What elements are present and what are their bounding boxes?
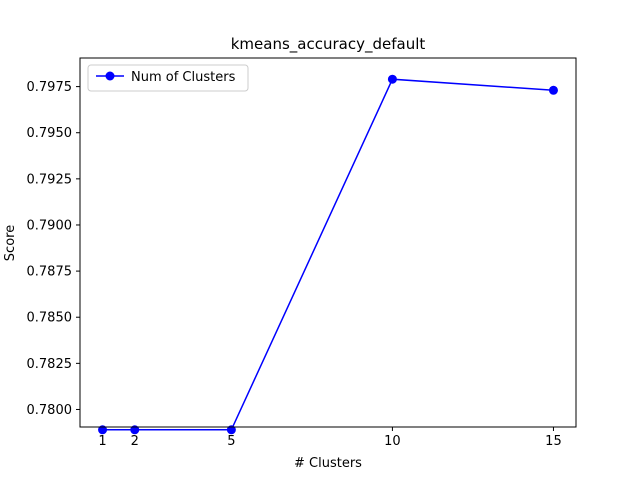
y-tick-label: 0.7950 [27, 126, 73, 141]
legend-label: Num of Clusters [131, 70, 236, 85]
x-tick-label: 15 [545, 434, 562, 449]
y-tick-label: 0.7875 [27, 265, 73, 280]
plot-frame [79, 57, 577, 428]
chart-title: kmeans_accuracy_default [231, 35, 426, 54]
legend: Num of Clusters [87, 64, 249, 92]
x-tick-label: 5 [227, 434, 235, 449]
x-axis: 1 2 5 10 15 [98, 427, 562, 449]
y-tick-label: 0.7900 [27, 218, 73, 233]
y-tick-label: 0.7975 [27, 80, 73, 95]
y-tick-label: 0.7925 [27, 172, 73, 187]
y-tick-label: 0.7800 [27, 403, 73, 418]
data-point [98, 425, 108, 435]
series-layer [98, 74, 558, 435]
series-line [102, 78, 554, 431]
x-tick-label: 1 [98, 434, 106, 449]
legend-marker [105, 71, 115, 81]
x-tick-label: 2 [131, 434, 139, 449]
y-tick-label: 0.7850 [27, 311, 73, 326]
data-point [130, 425, 140, 435]
y-axis: 0.7800 0.7825 0.7850 0.7875 0.7900 0.7925 0.79… [27, 80, 80, 418]
data-point [387, 74, 397, 84]
x-axis-label: # Clusters [294, 456, 362, 471]
data-point [226, 425, 236, 435]
data-point [548, 85, 558, 95]
y-axis-label: Score [3, 225, 18, 261]
x-tick-label: 10 [384, 434, 401, 449]
legend-box [87, 64, 249, 92]
y-tick-label: 0.7825 [27, 357, 73, 372]
